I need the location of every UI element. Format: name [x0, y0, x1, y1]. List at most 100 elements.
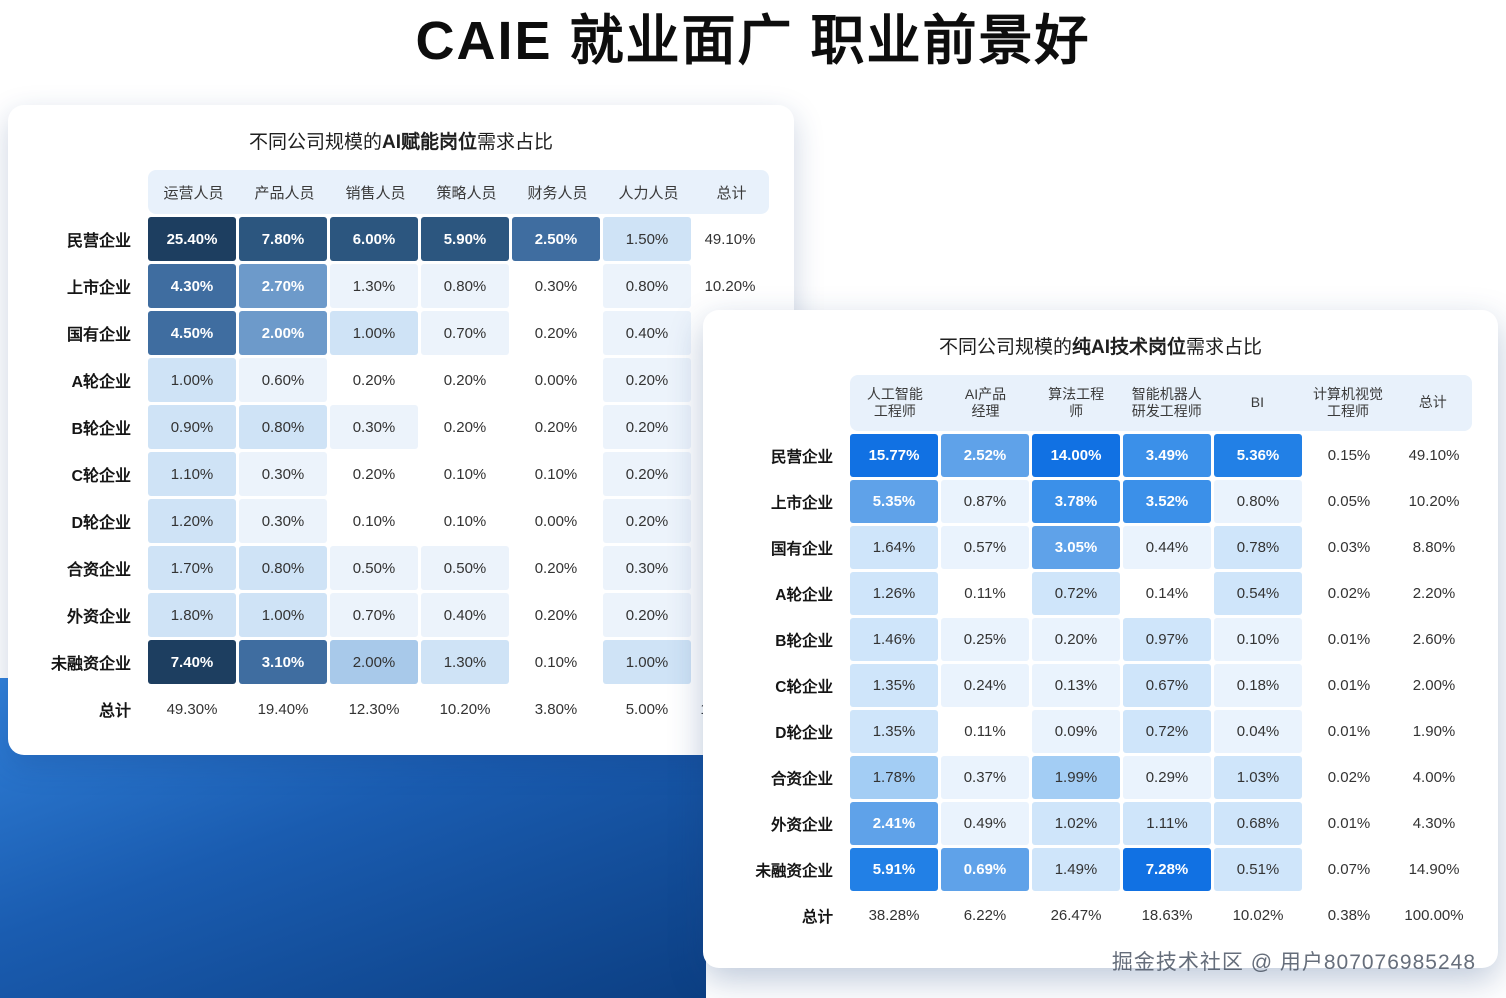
heatmap-cell: 0.01% [1305, 710, 1393, 753]
totals-row-label: 总计 [801, 908, 833, 926]
row-label: D轮企业 [71, 515, 131, 532]
heatmap-cell: 3.49% [1123, 434, 1211, 477]
heatmap-cell: 0.01% [1305, 618, 1393, 661]
row-label: A轮企业 [775, 586, 833, 604]
column-total-cell: 5.00% [625, 700, 669, 718]
heatmap-cell: 2.52% [941, 434, 1029, 477]
heatmap-cell: 0.03% [1305, 526, 1393, 569]
heatmap-cell: 0.97% [1123, 618, 1211, 661]
card-pure-ai-title: 不同公司规模的纯AI技术岗位需求占比 [729, 332, 1472, 359]
heatmap-row: D轮企业 1.35% 0.11% 0.09% 0.72% 0.04% 0.01% 1.90% [729, 710, 1472, 753]
row-total-cell: 1.90% [1396, 710, 1472, 753]
heatmap-cell: 0.20% [421, 405, 509, 449]
heatmap-cell: 0.15% [1305, 434, 1393, 477]
row-label: A轮企业 [71, 374, 131, 391]
column-total-cell: 6.22% [963, 907, 1007, 924]
card-ai-enabled-title: 不同公司规模的AI赋能岗位需求占比 [32, 127, 770, 154]
corner-spacer [729, 375, 850, 431]
heatmap-cell: 1.00% [330, 311, 418, 355]
card-title-bold: 纯AI技术岗位 [1071, 337, 1186, 358]
row-label: 外资企业 [770, 816, 833, 834]
heatmap-cell: 0.20% [330, 452, 418, 496]
heatmap-cell: 0.10% [330, 499, 418, 543]
heatmap-cell: 5.90% [421, 217, 509, 261]
row-label: D轮企业 [775, 724, 833, 742]
card-title-bold: AI赋能岗位 [381, 132, 477, 153]
heatmap-cell: 0.90% [148, 405, 236, 449]
card-title-suffix: 需求占比 [477, 132, 554, 153]
heatmap-row: 未融资企业7.40%3.10%2.00%1.30%0.10%1.00%14.90… [32, 640, 770, 684]
heatmap-cell: 0.10% [1214, 618, 1302, 661]
heatmap-cell: 0.68% [1214, 802, 1302, 845]
heatmap-cell: 1.26% [850, 572, 938, 615]
heatmap-cell: 0.44% [1123, 526, 1211, 569]
heatmap-cell: 0.10% [421, 499, 509, 543]
heatmap-cell: 0.20% [512, 593, 600, 637]
heatmap-cell: 1.50% [603, 217, 691, 261]
column-header: AI产品 经理 [940, 375, 1031, 431]
heatmap-cell: 2.50% [512, 217, 600, 261]
heatmap-cell: 1.35% [850, 710, 938, 753]
row-label: 民营企业 [770, 448, 833, 466]
heatmap-cell: 0.20% [1032, 618, 1120, 661]
column-header: 人力人员 [603, 170, 694, 214]
card-title-suffix: 需求占比 [1186, 337, 1263, 358]
heatmap-cell: 5.91% [850, 848, 938, 891]
row-label: 国有企业 [770, 540, 833, 558]
watermark: 掘金技术社区 @ 用户807076985248 [1111, 951, 1476, 974]
row-total-cell: 14.90% [1396, 848, 1472, 891]
heatmap-row: 上市企业 4.30% 2.70% 1.30% 0.80% 0.30% 0.80% 10.20% [32, 264, 770, 308]
heatmap-cell: 0.20% [512, 405, 600, 449]
heatmap-cell: 1.78% [850, 756, 938, 799]
row-label: 未融资企业 [755, 862, 833, 880]
column-total-cell: 3.80% [534, 700, 578, 718]
row-label: 合资企业 [770, 770, 833, 788]
column-header: 销售人员 [330, 170, 421, 214]
heatmap-cell: 1.30% [330, 264, 418, 308]
heatmap-cell: 1.70% [148, 546, 236, 590]
heatmap-cell: 1.10% [148, 452, 236, 496]
heatmap-cell: 0.20% [603, 593, 691, 637]
heatmap-table-pure-ai: 人工智能 工程师 AI产品 经理 算法工程 师智能机器人 研发工程师 BI 计算机视觉 … [729, 375, 1473, 937]
heatmap-cell: 0.24% [941, 664, 1029, 707]
heatmap-cell: 0.40% [421, 593, 509, 637]
row-label: 民营企业 [66, 233, 131, 250]
heatmap-cell: 0.50% [330, 546, 418, 590]
heatmap-cell: 0.70% [421, 311, 509, 355]
heatmap-cell: 0.37% [941, 756, 1029, 799]
heatmap-row: 民营企业 25.40% 7.80% 6.00% 5.90% 2.50% 1.50% 49.10… [32, 217, 770, 261]
heatmap-cell: 0.05% [1305, 480, 1393, 523]
row-total-cell: 49.10% [694, 217, 766, 261]
heatmap-cell: 2.70% [239, 264, 327, 308]
heatmap-cell: 0.25% [941, 618, 1029, 661]
page-title: CAIE 就业面广 职业前景好 [415, 11, 1091, 71]
heatmap-cell: 0.69% [941, 848, 1029, 891]
heatmap-cell: 3.10% [239, 640, 327, 684]
column-total-cell: 0.38% [1327, 907, 1371, 924]
heatmap-cell: 0.30% [512, 264, 600, 308]
heatmap-cell: 0.00% [512, 358, 600, 402]
heatmap-cell: 0.20% [512, 311, 600, 355]
heatmap-header-row: 运营人员 产品人员 销售人员 策略人员 财务人员 人力人员 总计 [32, 170, 770, 214]
heatmap-cell: 0.40% [603, 311, 691, 355]
heatmap-totals-row: 总计49.30%19.40%12.30%10.20%3.80%5.00%100.… [32, 687, 770, 731]
heatmap-cell: 0.10% [512, 452, 600, 496]
row-label: C轮企业 [71, 468, 131, 485]
heatmap-cell: 1.20% [148, 499, 236, 543]
row-total-cell: 10.20% [694, 264, 766, 308]
heatmap-cell: 0.57% [941, 526, 1029, 569]
heatmap-cell: 5.36% [1214, 434, 1302, 477]
heatmap-cell: 1.02% [1032, 802, 1120, 845]
heatmap-cell: 0.78% [1214, 526, 1302, 569]
column-header: 算法工程 师 [1030, 375, 1122, 431]
heatmap-cell: 1.35% [850, 664, 938, 707]
row-total-cell: 4.00% [1396, 756, 1472, 799]
heatmap-cell: 0.30% [330, 405, 418, 449]
row-total-cell: 2.20% [1396, 572, 1472, 615]
heatmap-row: C轮企业 1.35% 0.24% 0.13% 0.67% 0.18% 0.01% 2.00% [729, 664, 1472, 707]
row-total-cell: 8.80% [1396, 526, 1472, 569]
